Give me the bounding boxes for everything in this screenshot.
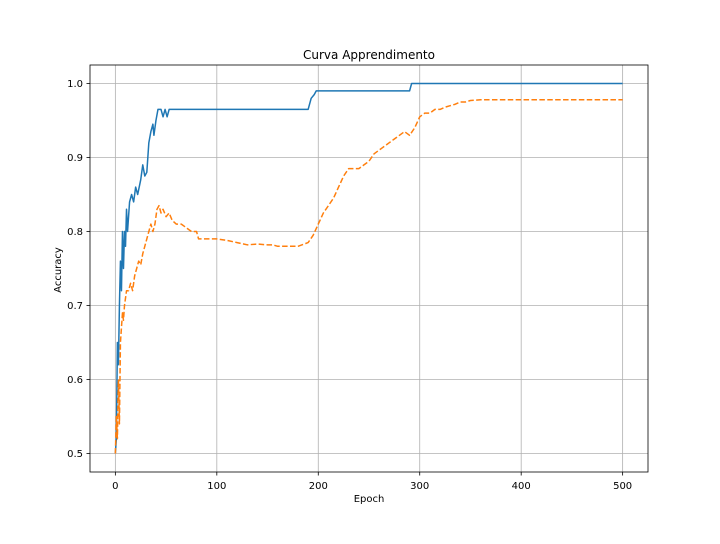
- x-axis-label: Epoch: [354, 494, 385, 505]
- series-line-1: [114, 82, 623, 454]
- y-axis-label: Accuracy: [53, 247, 64, 293]
- x-tick-label: 100: [207, 481, 226, 492]
- plot-frame: [89, 64, 649, 473]
- x-tick-label: 300: [410, 481, 429, 492]
- series-line-2: [114, 99, 623, 454]
- grid-layer: [90, 65, 648, 472]
- y-tick-label: 0.7: [67, 301, 83, 312]
- y-tick-label: 0.5: [67, 449, 83, 460]
- x-tick-label: 0: [112, 481, 118, 492]
- text-layer: Curva Apprendimento Epoch Accuracy: [53, 48, 435, 505]
- y-tick-label: 0.6: [67, 375, 83, 386]
- y-tick-label: 0.8: [67, 227, 83, 238]
- y-tick-label: 0.9: [67, 153, 83, 164]
- chart-title: Curva Apprendimento: [303, 48, 435, 62]
- y-tick-label: 1.0: [67, 79, 83, 90]
- axes-layer: 0 100 200 300 400 500 0.5 0.6 0.7 0.8 0.9 1.0: [67, 64, 649, 492]
- x-tick-label: 500: [613, 481, 632, 492]
- x-tick-label: 400: [512, 481, 531, 492]
- x-tick-label: 200: [309, 481, 328, 492]
- series-layer: [114, 82, 623, 454]
